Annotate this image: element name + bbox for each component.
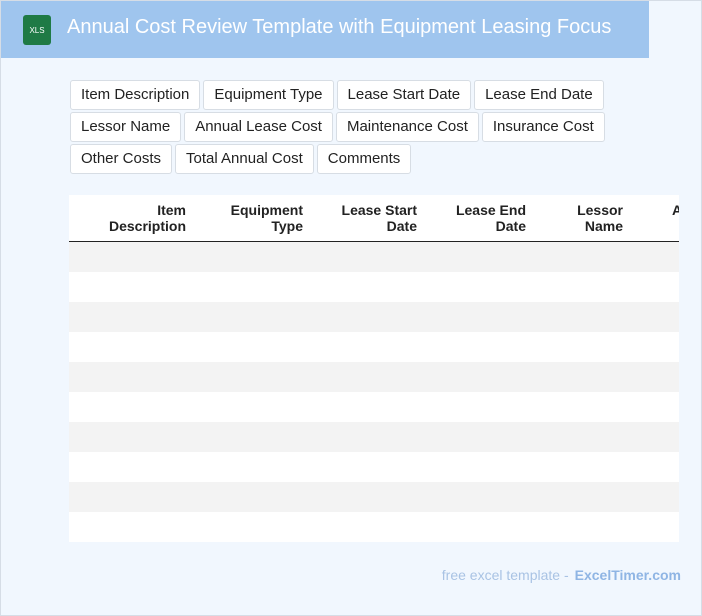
column-header: Item Description [108,202,186,234]
footer: free excel template - ExcelTimer.com [442,567,681,583]
tag[interactable]: Equipment Type [203,80,334,110]
table-row [69,392,679,422]
table-row [69,302,679,332]
column-header: Equipment Type [230,202,303,234]
tag[interactable]: Total Annual Cost [175,144,314,174]
tag[interactable]: Lease End Date [474,80,604,110]
table-header: Item Description Equipment Type Lease Star… [69,195,679,242]
tag[interactable]: Lessor Name [70,112,182,142]
header: XLS Annual Cost Review Template with Equ… [1,1,649,58]
column-header: Lessor Name [577,202,623,234]
table-row [69,332,679,362]
table-row [69,272,679,302]
tag[interactable]: Maintenance Cost [335,112,479,142]
table-body [69,242,679,542]
tag[interactable]: Comments [316,144,412,174]
tag[interactable]: Other Costs [70,144,173,174]
table-row [69,512,679,542]
column-header: Lease Start Date [341,202,417,234]
tag[interactable]: Insurance Cost [481,112,605,142]
table-row [69,452,679,482]
tag[interactable]: Item Description [70,80,201,110]
column-header: Annual Lease Cost [633,195,679,241]
tag[interactable]: Lease Start Date [336,80,472,110]
tag-list: Item Description Equipment Type Lease Star… [70,80,615,174]
table-row [69,482,679,512]
footer-text: free excel template - [441,567,569,583]
tag[interactable]: Annual Lease Cost [184,112,333,142]
table-row [69,362,679,392]
column-header: Lease End Date [455,202,526,234]
table-row [69,422,679,452]
title: Annual Cost Review Template with Equipme… [67,16,612,38]
footer-link[interactable]: ExcelTimer.com [574,567,681,583]
table-row [69,242,679,272]
table: Item Description Equipment Type Lease Star… [69,195,679,542]
file-icon: XLS [23,15,51,45]
